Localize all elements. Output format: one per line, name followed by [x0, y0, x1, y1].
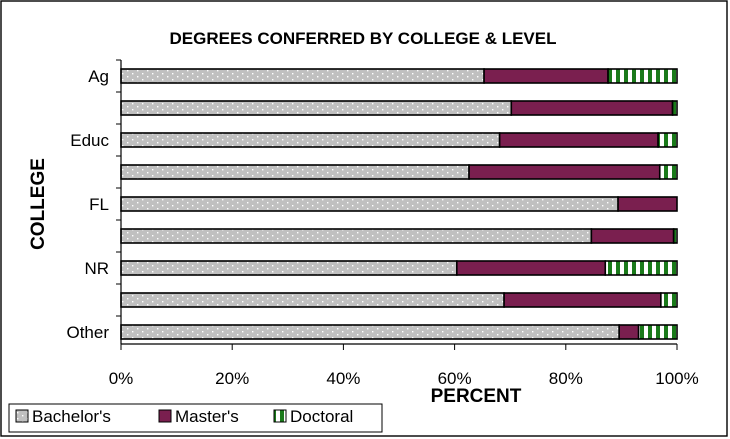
bar-doctoral-6 [672, 228, 678, 244]
x-tick-label: 40% [326, 369, 360, 388]
legend-swatch-bachelors [15, 409, 29, 423]
bar-masters-3 [498, 132, 659, 148]
bar-masters-4 [468, 164, 661, 180]
bar-doctoral-2 [671, 100, 678, 116]
bar-doctoral-9 [637, 324, 678, 340]
x-tick-label: 60% [438, 369, 472, 388]
chart-title: DEGREES CONFERRED BY COLLEGE & LEVEL [170, 29, 557, 48]
x-axis-title: PERCENT [431, 386, 522, 407]
y-tick-label: Ag [88, 67, 109, 86]
bar-bachelors-5 [120, 196, 619, 212]
x-tick-label: 100% [655, 369, 698, 388]
bar-bachelors-4 [120, 164, 470, 180]
legend-swatch-masters [158, 409, 172, 423]
y-axis-title: COLLEGE [28, 158, 49, 250]
x-tick-labels: 0% 20% 40% 60% 80% 100% [109, 369, 699, 388]
legend: Bachelor's Master's Doctoral [8, 403, 383, 433]
y-tick-labels: Ag Educ FL NR Other [66, 67, 109, 342]
bar-masters-2 [510, 100, 674, 116]
bar-bachelors-2 [120, 100, 513, 116]
bar-masters-5 [617, 196, 678, 212]
legend-box [8, 403, 383, 433]
legend-label-doctoral: Doctoral [290, 407, 353, 426]
bar-bachelors-6 [120, 228, 593, 244]
bar-masters-1 [483, 68, 609, 84]
y-tick-label: NR [84, 259, 109, 278]
y-tick-label: Other [66, 323, 109, 342]
bar-masters-7 [456, 260, 607, 276]
bar-doctoral-8 [660, 292, 678, 308]
bar-masters-9 [618, 324, 640, 340]
bar-bachelors-9 [120, 324, 620, 340]
legend-label-bachelors: Bachelor's [32, 407, 111, 426]
bar-bachelors-8 [120, 292, 505, 308]
bar-bachelors-1 [120, 68, 485, 84]
axes-group [116, 59, 678, 350]
y-tick-label: Educ [70, 131, 109, 150]
bars-group [120, 68, 678, 340]
bar-doctoral-4 [658, 164, 678, 180]
bar-doctoral-3 [657, 132, 678, 148]
bar-bachelors-7 [120, 260, 458, 276]
bar-doctoral-1 [607, 68, 678, 84]
bar-doctoral-7 [604, 260, 678, 276]
bar-masters-8 [503, 292, 662, 308]
y-tick-label: FL [89, 195, 109, 214]
legend-label-masters: Master's [175, 407, 239, 426]
legend-swatch-doctoral [273, 409, 287, 423]
bar-masters-6 [590, 228, 675, 244]
bar-bachelors-3 [120, 132, 501, 148]
x-tick-label: 80% [549, 369, 583, 388]
x-tick-label: 0% [109, 369, 134, 388]
x-tick-label: 20% [215, 369, 249, 388]
